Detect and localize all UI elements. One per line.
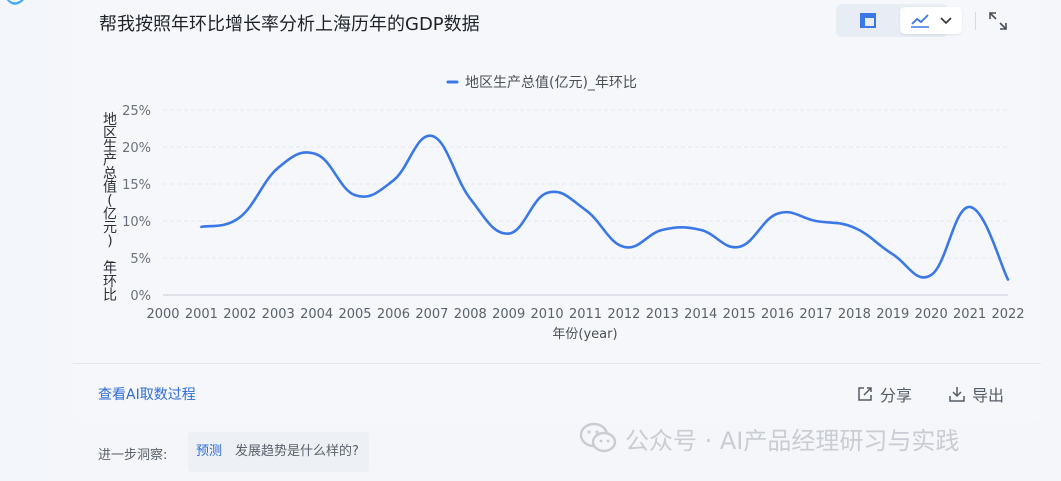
legend-label: 地区生产总值(亿元)_年环比	[465, 75, 637, 91]
y-tick-label: 5%	[130, 252, 151, 267]
chart-card: 帮我按照年环比增长率分析上海历年的GDP数据 地区生产总值(亿元)_年环比 0% 5…	[73, 0, 1041, 422]
expand-icon[interactable]	[987, 10, 1009, 32]
y-tick-label: 10%	[122, 215, 151, 230]
y-tick-label: 0%	[130, 289, 151, 304]
share-label: 分享	[880, 386, 913, 405]
x-tick-label: 2000	[146, 307, 179, 322]
x-tick-label: 2002	[223, 307, 256, 322]
x-tick-label: 2007	[415, 307, 448, 322]
x-tick-label: 2022	[991, 307, 1024, 322]
x-tick-label: 2021	[953, 307, 986, 322]
x-tick-label: 2001	[185, 307, 218, 322]
x-tick-label: 2009	[492, 307, 525, 322]
x-tick-label: 2017	[799, 307, 832, 322]
export-label: 导出	[972, 386, 1005, 405]
x-axis-label: 年份(year)	[552, 327, 617, 342]
app-logo-icon	[6, 0, 24, 5]
table-icon	[860, 13, 876, 28]
chart-title: 帮我按照年环比增长率分析上海历年的GDP数据	[99, 14, 480, 35]
y-tick-label: 25%	[122, 104, 151, 119]
wechat-icon	[579, 422, 617, 453]
x-tick-label: 2004	[300, 307, 333, 322]
table-view-button[interactable]	[840, 7, 896, 34]
x-tick-label: 2019	[876, 307, 909, 322]
x-tick-label: 2008	[454, 307, 487, 322]
series-line-0	[200, 134, 1010, 281]
y-tick-label: 20%	[122, 141, 151, 156]
view-toggle	[836, 4, 962, 37]
chevron-down-icon	[940, 17, 952, 25]
x-tick-label: 2006	[377, 307, 410, 322]
x-tick-label: 2012	[607, 307, 640, 322]
x-tick-label: 2011	[569, 307, 602, 322]
x-tick-label: 2020	[915, 307, 948, 322]
y-tick-label: 15%	[122, 178, 151, 193]
line-view-button[interactable]	[900, 7, 962, 34]
x-tick-label: 2003	[262, 307, 295, 322]
x-tick-label: 2015	[723, 307, 756, 322]
footer-divider	[73, 363, 1041, 364]
y-axis-label: 地区生产总值(亿元) _年环比	[103, 112, 117, 304]
x-tick-label: 2005	[338, 307, 371, 322]
export-button[interactable]: 导出	[948, 382, 1004, 406]
further-insight-label: 进一步洞察:	[98, 448, 168, 463]
share-icon	[858, 387, 872, 401]
watermark-text: 公众号 · AI产品经理研习与实践	[625, 426, 960, 455]
watermark: 公众号 · AI产品经理研习与实践	[579, 420, 959, 456]
insight-chip-trend[interactable]: 发展趋势是什么样的?	[225, 432, 369, 472]
insight-chip-predict[interactable]: 预测	[188, 432, 231, 472]
x-tick-label: 2016	[761, 307, 794, 322]
download-icon	[949, 387, 965, 402]
x-tick-label: 2018	[838, 307, 871, 322]
x-tick-label: 2014	[684, 307, 717, 322]
line-chart: 地区生产总值(亿元)_年环比 0% 5% 10% 15% 20% 25% 地区生产总值(亿元)…	[103, 75, 1025, 342]
left-sidebar-strip	[0, 0, 52, 481]
x-tick-label: 2013	[646, 307, 679, 322]
x-tick-label: 2010	[531, 307, 564, 322]
ai-process-link[interactable]: 查看AI取数过程	[98, 387, 196, 403]
share-button[interactable]: 分享	[856, 382, 912, 406]
toolbar-divider	[975, 12, 976, 30]
line-chart-icon	[911, 14, 929, 28]
